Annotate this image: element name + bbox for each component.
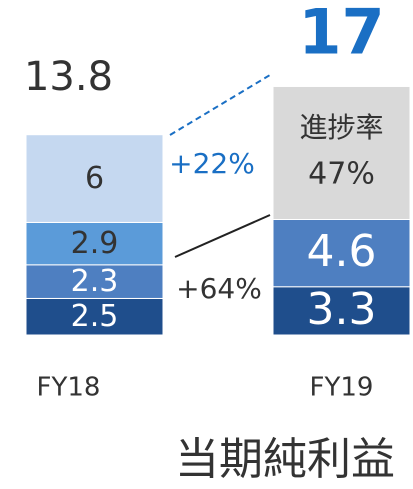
x-tick-label: FY19 — [310, 373, 374, 403]
growth-connector — [174, 214, 271, 258]
bar-segment — [272, 286, 411, 336]
growth-connector — [169, 74, 271, 136]
value-label: 2.9 — [71, 226, 119, 261]
chart-title: 当期純利益 — [175, 434, 395, 485]
total-label: 17 — [298, 0, 384, 69]
bar-segment — [25, 297, 164, 336]
progress-label: 進捗率 — [299, 111, 383, 144]
bar-segment — [25, 264, 164, 299]
bar-segment — [25, 134, 164, 223]
value-label: 4.6 — [307, 226, 377, 277]
bar-segment — [272, 219, 411, 288]
x-tick-label: FY18 — [37, 373, 101, 403]
annotation: +22% — [169, 147, 255, 180]
progress-value: 47% — [308, 156, 375, 191]
bar-segment — [272, 85, 411, 221]
value-label: 6 — [85, 161, 104, 196]
value-label: 2.5 — [71, 299, 119, 334]
value-label: 3.3 — [307, 284, 377, 335]
value-label: 2.3 — [71, 264, 119, 299]
total-label: 13.8 — [24, 54, 113, 100]
annotation: +64% — [176, 272, 262, 305]
